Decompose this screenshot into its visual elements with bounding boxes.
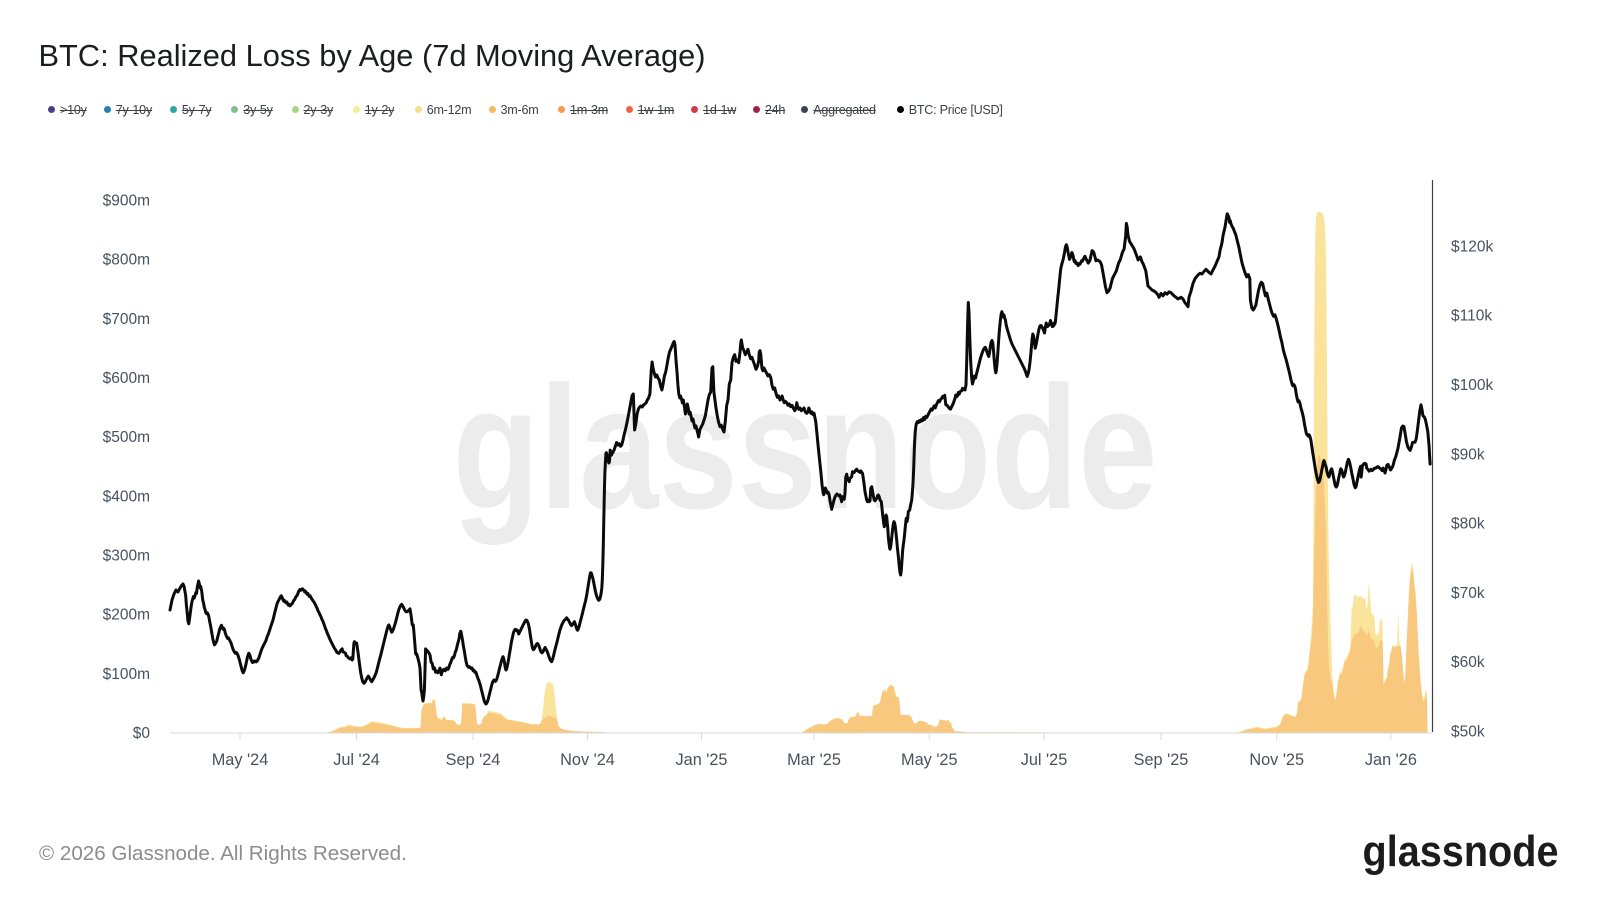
svg-text:Mar '25: Mar '25 [787, 751, 841, 769]
svg-text:$60k: $60k [1451, 654, 1485, 671]
svg-text:$120k: $120k [1451, 238, 1493, 255]
svg-text:$900m: $900m [103, 193, 150, 210]
svg-text:Jul '24: Jul '24 [333, 751, 380, 769]
svg-text:$110k: $110k [1451, 308, 1492, 325]
svg-text:$100k: $100k [1451, 377, 1493, 394]
svg-text:$100m: $100m [103, 666, 150, 683]
svg-text:$50k: $50k [1451, 724, 1485, 741]
svg-text:$200m: $200m [103, 607, 150, 624]
svg-text:$700m: $700m [103, 311, 150, 328]
svg-text:Sep '25: Sep '25 [1134, 751, 1189, 769]
svg-text:May '24: May '24 [212, 751, 269, 769]
svg-text:glassnode: glassnode [1363, 827, 1559, 876]
svg-text:$70k: $70k [1451, 585, 1485, 602]
svg-text:May '25: May '25 [901, 751, 958, 769]
svg-text:$800m: $800m [103, 252, 150, 269]
svg-text:$80k: $80k [1451, 516, 1485, 533]
svg-text:$300m: $300m [103, 548, 150, 565]
svg-text:glassnode: glassnode [453, 351, 1158, 546]
svg-text:Nov '25: Nov '25 [1249, 751, 1304, 769]
svg-text:Jan '25: Jan '25 [676, 751, 728, 769]
svg-text:$90k: $90k [1451, 446, 1485, 463]
svg-text:$0: $0 [133, 725, 151, 742]
svg-text:Sep '24: Sep '24 [446, 751, 501, 769]
svg-text:$500m: $500m [103, 429, 150, 446]
svg-text:Jul '25: Jul '25 [1021, 751, 1068, 769]
svg-text:Nov '24: Nov '24 [560, 751, 615, 769]
svg-text:$400m: $400m [103, 488, 150, 505]
svg-text:$600m: $600m [103, 370, 150, 387]
svg-text:Jan '26: Jan '26 [1365, 751, 1417, 769]
